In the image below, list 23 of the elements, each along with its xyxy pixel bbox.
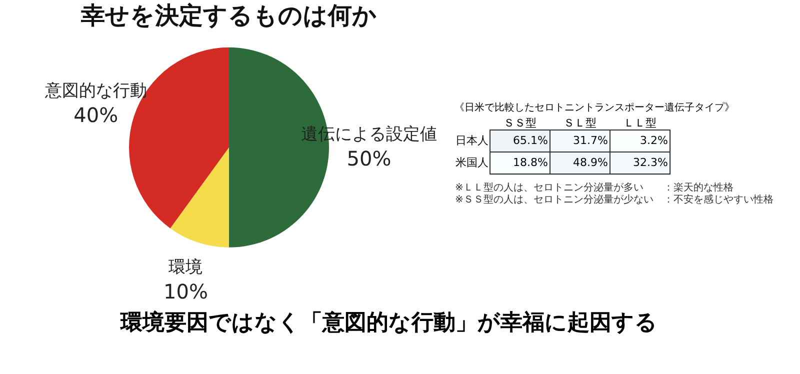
data-label: 3.2% xyxy=(640,134,668,147)
x-tick-label: ＳＬ型 xyxy=(564,116,596,130)
data-label: 18.8% xyxy=(513,156,548,169)
data-label: 65.1% xyxy=(513,134,548,147)
pie-slice xyxy=(170,147,229,248)
data-label: 32.3% xyxy=(633,156,668,169)
chart-title: 《日米で比較したセロトニントランスポーター遺伝子タイプ》 xyxy=(454,102,734,114)
data-label: 10% xyxy=(164,280,208,304)
y-tick-label: 米国人 xyxy=(456,156,488,169)
text: ※ＬＬ型の人は、セロトニン分泌量が多い ：楽天的な性格 xyxy=(455,182,734,194)
text: ※ＳＳ型の人は、セロトニン分泌量が少ない ：不安を感じやすい性格 xyxy=(455,194,774,206)
data-label: 31.7% xyxy=(573,134,608,147)
slice-label: 環境 xyxy=(168,258,203,278)
x-tick-label: ＳＳ型 xyxy=(504,116,536,130)
pie-slice xyxy=(129,47,229,228)
y-tick-label: 日本人 xyxy=(456,134,488,147)
chart-title: 幸せを決定するものは何か xyxy=(80,1,377,30)
data-label: 40% xyxy=(74,103,118,128)
data-label: 48.9% xyxy=(573,156,608,169)
data-label: 50% xyxy=(346,146,392,170)
x-tick-label: ＬＬ型 xyxy=(624,116,656,130)
slice-label: 意図的な行動 xyxy=(44,81,147,102)
text: 環境要因ではなく「意図的な行動」が幸福に起因する xyxy=(119,310,658,336)
